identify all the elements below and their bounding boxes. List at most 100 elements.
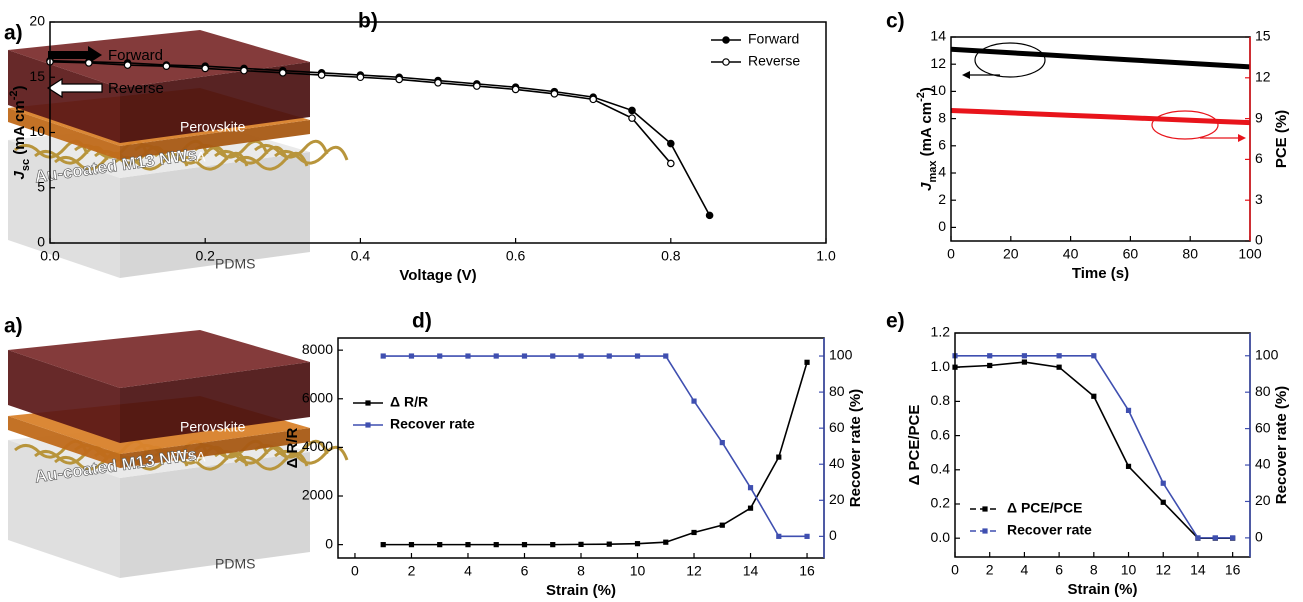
y2-tick-label: 100 (829, 347, 853, 363)
y2-tick-label: 3 (1255, 191, 1263, 207)
y-tick-label: 0.0 (931, 529, 951, 545)
data-point (123, 61, 132, 69)
y2-tick-label: 6 (1255, 150, 1263, 166)
x-tick-label: 60 (1123, 246, 1139, 262)
pdms-layer (120, 152, 310, 278)
data-line (950, 46, 1251, 70)
data-point (395, 75, 404, 84)
legend-marker (722, 36, 730, 44)
data-point (606, 541, 612, 547)
data-point (666, 139, 675, 148)
legend-marker (365, 400, 371, 406)
data-point (705, 211, 714, 220)
y-tick-label: 0.6 (931, 426, 951, 442)
legend-label: Δ PCE/PCE (1007, 500, 1082, 516)
y-tick-label: 0 (325, 535, 333, 551)
data-point (663, 353, 669, 359)
y-tick-label: 10 (930, 82, 946, 98)
x-tick-label: 1.0 (816, 248, 836, 264)
data-point (578, 541, 584, 547)
x-tick-label: 14 (1190, 562, 1206, 578)
data-point (666, 159, 675, 168)
x-tick-label: 40 (1063, 246, 1079, 262)
data-point (437, 353, 443, 359)
panel-label: c) (886, 10, 905, 33)
y2-tick-label: 0 (1255, 232, 1263, 248)
y-tick-label: 1.2 (931, 324, 951, 340)
data-point (408, 542, 415, 548)
axis-label-part: (mA cm (11, 100, 28, 159)
y-tick-label: 20 (29, 13, 45, 29)
y2-tick-label: 60 (1255, 419, 1271, 435)
annotation: Reverse (108, 80, 164, 97)
data-line (383, 355, 808, 538)
x-tick-label: 6 (1055, 562, 1063, 578)
y2-tick-label: 0 (829, 527, 837, 543)
y-tick-label: 2000 (302, 487, 333, 503)
y2-tick-label: 40 (1255, 456, 1271, 472)
data-point (550, 90, 559, 98)
y-tick-label: 2 (938, 191, 946, 207)
data-point (240, 66, 248, 75)
data-point (85, 59, 93, 67)
x-tick-label: 10 (1121, 562, 1137, 578)
panel-label: d) (412, 310, 432, 333)
axis-label-part: J (11, 171, 28, 180)
data-point (437, 542, 443, 548)
axis-label-part: ) (918, 87, 935, 92)
y-tick-label: 5 (37, 178, 45, 194)
x-tick-label: 12 (686, 563, 702, 579)
axis-arrowhead (962, 71, 970, 79)
data-point (1230, 535, 1236, 541)
data-point (776, 454, 782, 460)
x-tick-label: 80 (1182, 246, 1198, 262)
plot-frame (954, 332, 1251, 558)
perovskite-layer (120, 362, 310, 443)
layer-label: PDMS (215, 556, 255, 572)
y-tick-label: 0 (938, 218, 946, 234)
data-point (493, 542, 499, 548)
panel-label: a) (4, 22, 23, 45)
perovskite-layer (8, 350, 120, 443)
panel-label: b) (358, 10, 378, 33)
data-point (472, 82, 481, 90)
data-point (1091, 393, 1097, 399)
x-tick-label: 0.8 (661, 248, 681, 264)
data-point (987, 353, 993, 359)
legend-label: Δ R/R (390, 394, 428, 410)
nanowire (274, 145, 349, 165)
y-tick-label: 0.4 (931, 460, 951, 476)
ellipse-annotation (974, 42, 1046, 78)
data-point (719, 439, 725, 446)
y2-tick-label: 80 (1255, 383, 1271, 399)
x-tick-label: 4 (1021, 562, 1029, 578)
axis-label: Δ R/R (284, 427, 301, 468)
data-point (521, 353, 528, 359)
data-point (1212, 535, 1218, 541)
data-point (634, 353, 641, 359)
axis-label-part: ) (11, 86, 28, 91)
plot-frame (49, 21, 827, 244)
data-line (955, 354, 1233, 539)
data-point (465, 542, 471, 548)
x-tick-label: 0.0 (40, 248, 60, 264)
x-tick-label: 0 (351, 563, 359, 579)
y2-tick-label: 40 (829, 455, 845, 471)
data-line (954, 361, 1233, 539)
y-tick-label: 0.2 (931, 495, 951, 511)
x-tick-label: 12 (1155, 562, 1171, 578)
axis-label-part: max (927, 160, 939, 183)
data-point (628, 114, 636, 122)
data-point (804, 359, 810, 365)
ellipse-annotation (1151, 110, 1219, 140)
y-tick-label: 8000 (302, 341, 333, 357)
y-tick-label: 10 (29, 123, 45, 139)
x-axis-label: Time (s) (1072, 265, 1129, 282)
data-point (356, 73, 365, 82)
data-point (606, 353, 612, 359)
y2-axis-label: Recover rate (%) (847, 389, 864, 507)
data-point (511, 85, 520, 94)
data-point (747, 485, 754, 491)
y-tick-label: 1.0 (931, 358, 951, 374)
